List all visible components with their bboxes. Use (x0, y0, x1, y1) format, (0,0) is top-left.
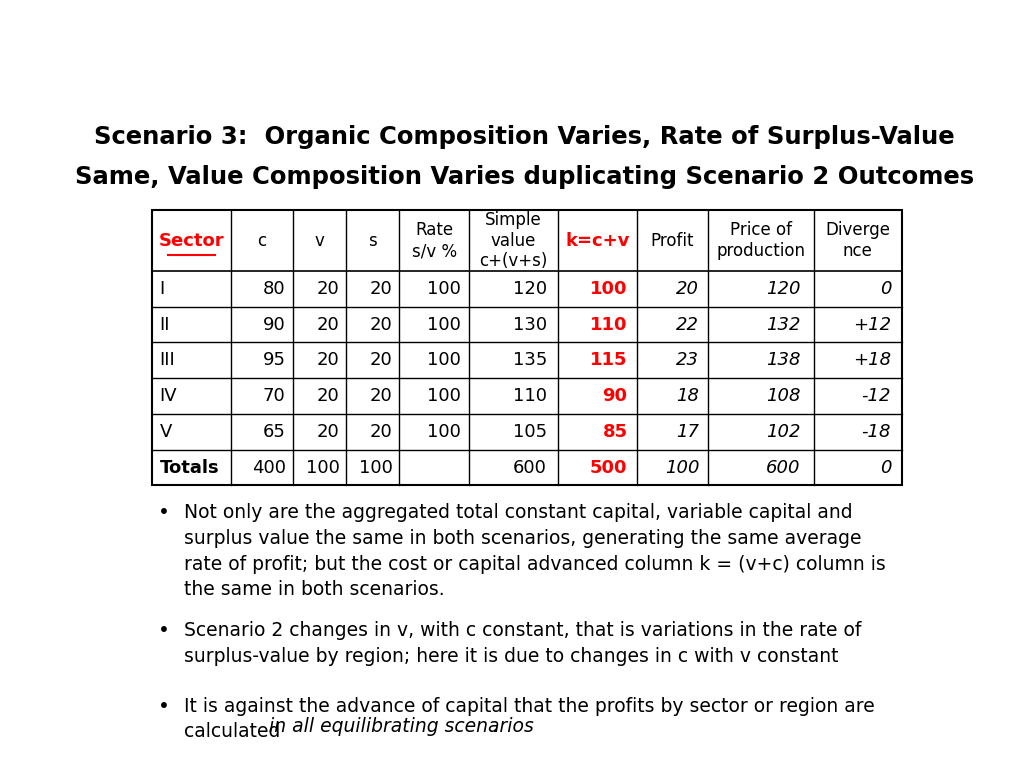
Text: IV: IV (160, 387, 177, 405)
Text: 138: 138 (766, 351, 801, 369)
Text: Totals: Totals (160, 458, 219, 476)
Text: s: s (368, 232, 377, 250)
Text: 120: 120 (766, 280, 801, 298)
Text: -18: -18 (861, 423, 891, 441)
Text: •: • (158, 697, 170, 716)
Text: 23: 23 (676, 351, 699, 369)
Text: Price of
production: Price of production (716, 221, 805, 260)
Text: V: V (160, 423, 172, 441)
Text: +18: +18 (853, 351, 891, 369)
Text: I: I (160, 280, 165, 298)
Text: 20: 20 (370, 316, 392, 333)
Text: Sector: Sector (159, 232, 224, 250)
Text: 105: 105 (513, 423, 547, 441)
Text: 100: 100 (427, 316, 461, 333)
Text: 90: 90 (602, 387, 628, 405)
Text: 90: 90 (263, 316, 286, 333)
Text: 70: 70 (263, 387, 286, 405)
Text: 100: 100 (665, 458, 699, 476)
Text: 20: 20 (316, 387, 340, 405)
Text: Scenario 2 changes in v, with c constant, that is variations in the rate of
surp: Scenario 2 changes in v, with c constant… (183, 621, 861, 666)
Text: Same, Value Composition Varies duplicating Scenario 2 Outcomes: Same, Value Composition Varies duplicati… (75, 165, 975, 189)
Text: .: . (493, 717, 498, 737)
Text: It is against the advance of capital that the profits by sector or region are
ca: It is against the advance of capital tha… (183, 697, 874, 741)
Text: •: • (158, 621, 170, 641)
Text: III: III (160, 351, 175, 369)
Text: v: v (314, 232, 325, 250)
Text: 120: 120 (513, 280, 547, 298)
Text: 600: 600 (766, 458, 801, 476)
Text: 100: 100 (427, 351, 461, 369)
Text: 130: 130 (513, 316, 547, 333)
Text: 108: 108 (766, 387, 801, 405)
Text: Not only are the aggregated total constant capital, variable capital and
surplus: Not only are the aggregated total consta… (183, 503, 886, 599)
Text: 22: 22 (676, 316, 699, 333)
Text: 100: 100 (306, 458, 340, 476)
Text: 135: 135 (513, 351, 547, 369)
Text: •: • (158, 503, 170, 522)
Text: 100: 100 (427, 423, 461, 441)
Text: in all equilibrating scenarios: in all equilibrating scenarios (269, 717, 534, 737)
Text: 20: 20 (316, 351, 340, 369)
Text: -12: -12 (861, 387, 891, 405)
Bar (152, 210, 902, 485)
Text: k=c+v: k=c+v (565, 232, 630, 250)
Text: 65: 65 (263, 423, 286, 441)
Text: 110: 110 (513, 387, 547, 405)
Text: Profit: Profit (650, 232, 694, 250)
Text: 20: 20 (316, 423, 340, 441)
Text: +12: +12 (853, 316, 891, 333)
Text: 115: 115 (590, 351, 628, 369)
Text: 18: 18 (676, 387, 699, 405)
Text: 20: 20 (316, 280, 340, 298)
Text: 100: 100 (358, 458, 392, 476)
Text: Scenario 3:  Organic Composition Varies, Rate of Surplus-Value: Scenario 3: Organic Composition Varies, … (94, 124, 955, 149)
Text: 20: 20 (370, 351, 392, 369)
Text: Diverge
nce: Diverge nce (825, 221, 890, 260)
Text: 100: 100 (427, 280, 461, 298)
Text: 20: 20 (316, 316, 340, 333)
Text: Rate
s/v %: Rate s/v % (412, 221, 457, 260)
Text: 600: 600 (513, 458, 547, 476)
Text: 20: 20 (370, 280, 392, 298)
Text: 0: 0 (880, 280, 891, 298)
Text: 400: 400 (252, 458, 286, 476)
Text: Simple
value
c+(v+s): Simple value c+(v+s) (479, 211, 548, 270)
Text: 102: 102 (766, 423, 801, 441)
Text: 132: 132 (766, 316, 801, 333)
Text: 20: 20 (370, 387, 392, 405)
Text: 20: 20 (676, 280, 699, 298)
Text: 95: 95 (262, 351, 286, 369)
Text: II: II (160, 316, 170, 333)
Text: 80: 80 (263, 280, 286, 298)
Text: 100: 100 (427, 387, 461, 405)
Text: 500: 500 (590, 458, 628, 476)
Text: 110: 110 (590, 316, 628, 333)
Text: 85: 85 (602, 423, 628, 441)
Text: 100: 100 (590, 280, 628, 298)
Text: 20: 20 (370, 423, 392, 441)
Text: 17: 17 (676, 423, 699, 441)
Text: c: c (257, 232, 266, 250)
Text: 0: 0 (880, 458, 891, 476)
